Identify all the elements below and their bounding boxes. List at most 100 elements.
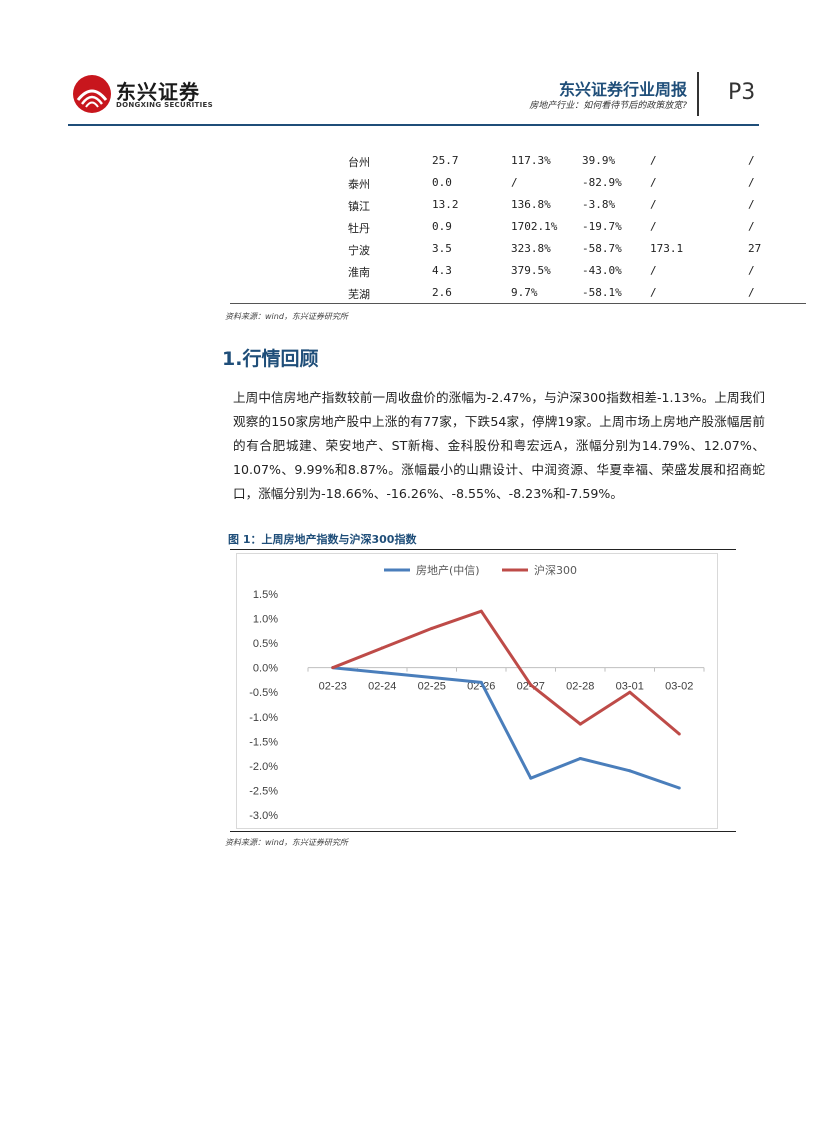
value-cell: 27 xyxy=(748,242,762,255)
value-cell: 1702.1% xyxy=(511,220,558,233)
table-row: 台州 25.7 117.3% 39.9% / / xyxy=(344,150,764,172)
figure-bottom-rule xyxy=(230,831,736,832)
y-tick-label: 0.0% xyxy=(253,663,278,675)
chart-frame xyxy=(236,553,718,829)
table-source-note: 资料来源：wind，东兴证券研究所 xyxy=(225,312,348,321)
brand-name-cn: 东兴证券 xyxy=(116,80,200,104)
value-cell: 9.7% xyxy=(511,286,538,299)
line-chart: 1.5% 1.0% 0.5% 0.0% -0.5% -1.0% -1.5% -2.0% -2.5… xyxy=(249,563,705,822)
value-cell: / xyxy=(511,176,518,189)
brand-name-en: DONGXING SECURITIES xyxy=(116,101,213,109)
y-tick-label: 1.0% xyxy=(253,614,278,626)
x-tick-label: 02-25 xyxy=(418,681,446,693)
figure-top-rule xyxy=(230,549,736,550)
value-cell: -19.7% xyxy=(582,220,622,233)
value-cell: / xyxy=(650,286,657,299)
value-cell: -3.8% xyxy=(582,198,616,211)
value-cell: 25.7 xyxy=(432,154,459,167)
y-tick-label: -2.5% xyxy=(249,785,278,797)
value-cell: -58.1% xyxy=(582,286,622,299)
data-point xyxy=(529,683,533,687)
value-cell: 117.3% xyxy=(511,154,551,167)
figure-source-note: 资料来源：wind，东兴证券研究所 xyxy=(225,838,348,847)
table-row: 泰州 0.0 / -82.9% / / xyxy=(344,172,764,194)
data-point xyxy=(529,776,533,780)
table-row: 镇江 13.2 136.8% -3.8% / / xyxy=(344,194,764,216)
value-cell: 173.1 xyxy=(650,242,684,255)
section-title: 1.行情回顾 xyxy=(222,348,319,370)
x-tick-label: 03-01 xyxy=(616,681,644,693)
data-point xyxy=(380,646,384,650)
data-point xyxy=(628,769,632,773)
y-tick-label: -0.5% xyxy=(249,687,278,699)
value-cell: / xyxy=(650,154,657,167)
value-cell: 0.0 xyxy=(432,176,452,189)
figure-caption: 图 1：上周房地产指数与沪深300指数 xyxy=(228,533,417,546)
y-tick-label: 0.5% xyxy=(253,638,278,650)
value-cell: 0.9 xyxy=(432,220,452,233)
value-cell: / xyxy=(748,220,755,233)
value-cell: -58.7% xyxy=(582,242,622,255)
header-divider xyxy=(697,72,699,116)
x-tick-label: 02-26 xyxy=(467,681,495,693)
x-tick-label: 02-28 xyxy=(566,681,594,693)
table-row: 芜湖 2.6 9.7% -58.1% / / xyxy=(344,282,764,304)
city-cell: 淮南 xyxy=(348,266,370,279)
city-cell: 镇江 xyxy=(348,200,370,213)
report-title: 东兴证券行业周报 xyxy=(558,80,687,99)
table-row: 牡丹 0.9 1702.1% -19.7% / / xyxy=(344,216,764,238)
data-point xyxy=(331,666,335,670)
value-cell: 3.5 xyxy=(432,242,452,255)
value-cell: 4.3 xyxy=(432,264,452,277)
y-tick-label: -1.5% xyxy=(249,736,278,748)
section-paragraph: 上周中信房地产指数较前一周收盘价的涨幅为-2.47%，与沪深300指数相差-1.… xyxy=(233,390,765,501)
x-tick-label: 02-23 xyxy=(319,681,347,693)
value-cell: / xyxy=(650,198,657,211)
city-data-table: 台州 25.7 117.3% 39.9% / / 泰州 0.0 / -82.9% / / 镇江 13.2 1… xyxy=(344,150,764,304)
dongxing-logo-icon xyxy=(73,75,111,113)
data-point xyxy=(479,680,483,684)
city-cell: 芜湖 xyxy=(348,288,370,301)
table-bottom-rule xyxy=(230,303,806,304)
city-cell: 宁波 xyxy=(348,244,370,257)
data-point xyxy=(479,609,483,613)
value-cell: / xyxy=(650,176,657,189)
value-cell: 379.5% xyxy=(511,264,551,277)
city-cell: 台州 xyxy=(348,156,370,169)
city-cell: 泰州 xyxy=(348,178,370,191)
value-cell: 13.2 xyxy=(432,198,459,211)
report-subtitle: 房地产行业：如何看待节后的政策放宽? xyxy=(529,101,687,111)
series-line-0 xyxy=(332,666,680,790)
city-cell: 牡丹 xyxy=(348,222,370,235)
value-cell: 39.9% xyxy=(582,154,616,167)
value-cell: / xyxy=(650,264,657,277)
value-cell: / xyxy=(748,176,755,189)
y-tick-label: 1.5% xyxy=(253,589,278,601)
data-point xyxy=(628,690,632,694)
data-point xyxy=(677,732,681,736)
table-row: 宁波 3.5 323.8% -58.7% 173.1 27 xyxy=(344,238,764,260)
value-cell: -82.9% xyxy=(582,176,622,189)
value-cell: / xyxy=(748,264,755,277)
value-cell: 323.8% xyxy=(511,242,551,255)
header-rule xyxy=(68,124,759,126)
y-tick-label: -3.0% xyxy=(249,810,278,822)
legend-label: 沪深300 xyxy=(534,563,577,577)
page-number: P3 xyxy=(728,80,756,105)
value-cell: / xyxy=(748,198,755,211)
data-point xyxy=(380,671,384,675)
value-cell: -43.0% xyxy=(582,264,622,277)
value-cell: / xyxy=(748,154,755,167)
x-tick-label: 02-24 xyxy=(368,681,396,693)
y-tick-label: -1.0% xyxy=(249,712,278,724)
table-row: 淮南 4.3 379.5% -43.0% / / xyxy=(344,260,764,282)
value-cell: / xyxy=(748,286,755,299)
data-point xyxy=(430,675,434,679)
value-cell: / xyxy=(650,220,657,233)
value-cell: 2.6 xyxy=(432,286,452,299)
data-point xyxy=(677,786,681,790)
data-point xyxy=(578,757,582,761)
value-cell: 136.8% xyxy=(511,198,551,211)
data-point xyxy=(430,626,434,630)
data-point xyxy=(578,722,582,726)
